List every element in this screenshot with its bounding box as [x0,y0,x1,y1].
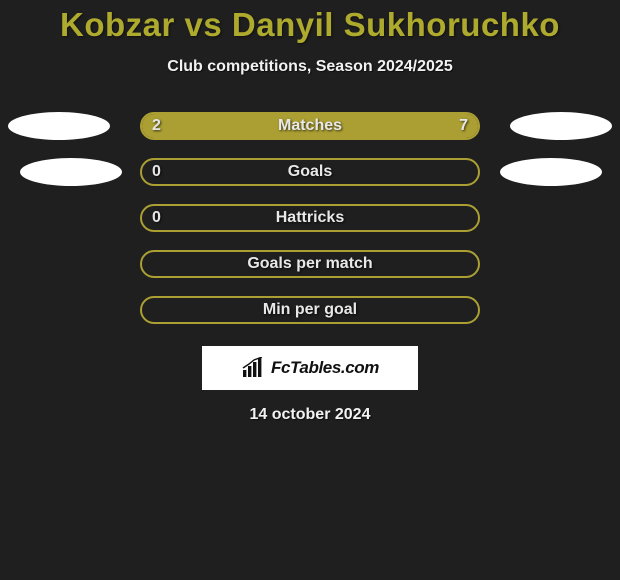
stat-bar: 0Goals [140,158,480,186]
brand-chart-icon [241,357,267,379]
stat-row: 0Hattricks [0,204,620,232]
stat-bar: 0Hattricks [140,204,480,232]
brand-badge: FcTables.com [202,346,418,390]
stat-label: Min per goal [142,298,478,322]
stat-rows: 27Matches0Goals0HattricksGoals per match… [0,112,620,324]
page-subtitle: Club competitions, Season 2024/2025 [0,58,620,76]
brand-text: FcTables.com [271,358,379,378]
stat-row: 0Goals [0,158,620,186]
page-title: Kobzar vs Danyil Sukhoruchko [0,6,620,44]
stat-bar: 27Matches [140,112,480,140]
stat-row: 27Matches [0,112,620,140]
stat-bar: Min per goal [140,296,480,324]
stat-label: Hattricks [142,206,478,230]
stat-row: Min per goal [0,296,620,324]
stat-bar: Goals per match [140,250,480,278]
player-left-marker [8,112,110,140]
stat-label: Goals per match [142,252,478,276]
stat-value-left: 2 [152,114,161,138]
stat-bar-fill-right [216,114,478,138]
stat-value-left: 0 [152,160,161,184]
stat-value-right: 7 [459,114,468,138]
stat-value-left: 0 [152,206,161,230]
player-right-marker [510,112,612,140]
as-of-date: 14 october 2024 [0,406,620,424]
comparison-infographic: Kobzar vs Danyil Sukhoruchko Club compet… [0,0,620,424]
player-right-marker [500,158,602,186]
stat-row: Goals per match [0,250,620,278]
stat-label: Goals [142,160,478,184]
player-left-marker [20,158,122,186]
